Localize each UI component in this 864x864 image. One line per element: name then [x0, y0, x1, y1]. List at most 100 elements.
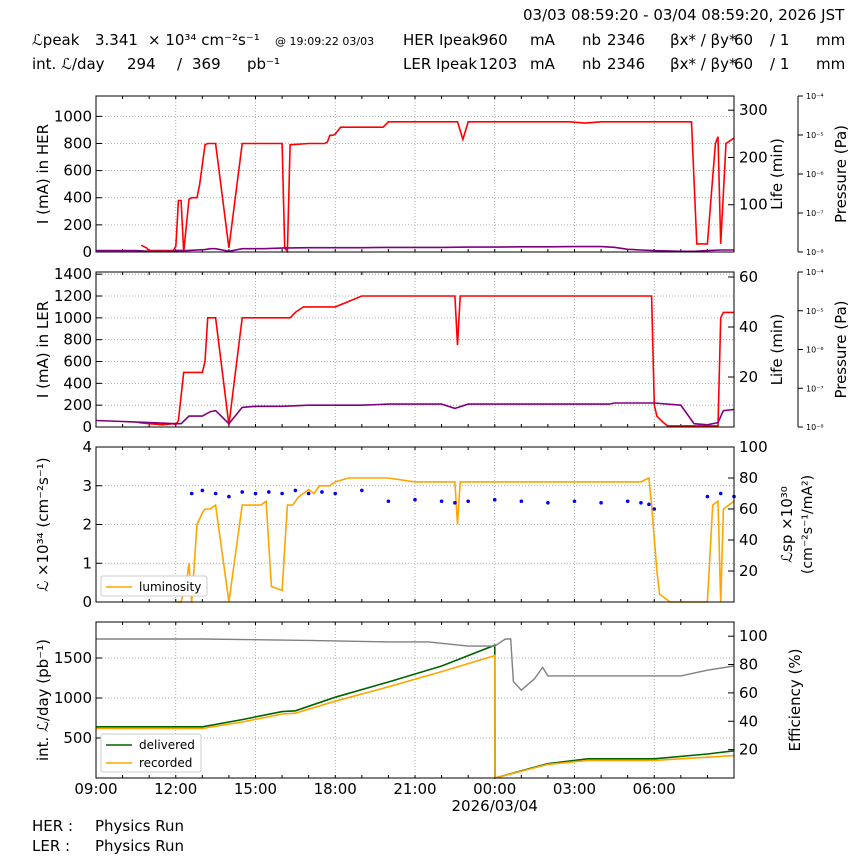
y-tick-label: 600	[63, 162, 92, 180]
y2-tick-label: 100	[739, 196, 768, 214]
lpeak-unit: × 10³⁴ cm⁻²s⁻¹	[148, 31, 260, 49]
plot-frame	[95, 446, 735, 603]
lsp-point	[639, 501, 643, 505]
int-lumi-unit: pb⁻¹	[247, 55, 280, 73]
y2-axis-label: Life (min)	[768, 314, 786, 386]
lsp-point	[386, 499, 391, 504]
lsp-point	[466, 499, 470, 504]
pressure-tick-label: 10⁻⁴	[806, 268, 824, 277]
y-tick-label: 0	[82, 243, 92, 261]
y-tick-label: 200	[63, 396, 92, 414]
y-tick-label: 1200	[54, 287, 92, 305]
pressure-axis-label: Pressure (Pa)	[832, 125, 850, 223]
y-axis-label: ℒ ×10³⁴ (cm⁻²s⁻¹)	[34, 457, 52, 591]
y-tick-label: 600	[63, 353, 92, 371]
pressure-tick-label: 10⁻⁵	[806, 307, 824, 316]
y2-tick-label: 60	[739, 500, 758, 518]
x-tick-label: 18:00	[314, 780, 357, 798]
ler-mm-unit: mm	[816, 55, 846, 73]
series-delivered	[96, 644, 735, 780]
lsp-point	[240, 490, 245, 494]
pressure-tick-label: 10⁻⁴	[806, 92, 824, 101]
lsp-point	[625, 499, 630, 504]
ler-status-label: LER :	[32, 837, 71, 855]
lsp-point	[227, 494, 231, 499]
series-efficiency	[96, 638, 735, 692]
y-tick-label: 1500	[54, 649, 92, 667]
y-tick-label: 2	[82, 516, 92, 534]
lsp-point	[453, 501, 457, 505]
int-lumi-recorded: 369	[192, 55, 221, 73]
ler-betax: 60	[734, 55, 754, 73]
series-pressure	[96, 245, 734, 253]
legend-label: delivered	[139, 738, 195, 752]
y-tick-label: 1	[82, 554, 92, 572]
y-tick-label: 1400	[54, 265, 92, 283]
y-tick-label: 3	[82, 477, 92, 495]
plot-frame	[95, 95, 735, 253]
ler-ipeak-value: 1203	[479, 55, 518, 73]
pressure-tick-label: 10⁻⁶	[806, 346, 824, 355]
x-tick-label: 21:00	[393, 780, 436, 798]
y-tick-label: 400	[63, 374, 92, 392]
panel-ler: 0 200 400 600 800 1000 1200 1400 20 40 60 I (mA) in…	[34, 265, 850, 436]
her-betay: / 1	[770, 31, 790, 49]
y-tick-label: 400	[63, 189, 92, 207]
lsp-point	[189, 491, 194, 496]
y-tick-label: 1000	[54, 689, 92, 707]
lsp-point	[266, 490, 271, 494]
y2-tick-label: 40	[739, 712, 758, 730]
panel-lumi: 0 1 2 3 4 20 40 60 80 100 ℒ ×10³⁴ (cm⁻²s⁻¹) ℒsp ×10…	[34, 438, 816, 611]
series-current	[140, 121, 735, 254]
y2-tick-label: 60	[739, 268, 758, 286]
lsp-point	[306, 491, 311, 496]
series-recorded	[96, 654, 735, 780]
pressure-tick-label: 10⁻⁵	[806, 131, 824, 140]
pressure-tick-label: 10⁻⁶	[806, 170, 824, 179]
pressure-tick-label: 10⁻⁷	[806, 209, 824, 218]
y-tick-label: 0	[82, 593, 92, 611]
x-axis-label: 2026/03/04	[452, 797, 538, 815]
lsp-point	[413, 497, 417, 502]
legend-label: recorded	[139, 756, 192, 770]
date-range: 03/03 08:59:20 - 03/04 08:59:20, 2026 JS…	[523, 6, 845, 24]
y2-tick-label: 300	[739, 101, 768, 119]
y-tick-label: 0	[82, 418, 92, 436]
her-nb-value: 2346	[607, 31, 646, 49]
y2-tick-label: 60	[739, 684, 758, 702]
ler-beta-label: βx* / βy*	[670, 55, 737, 73]
ler-ma-unit: mA	[530, 55, 555, 73]
panel-her: 0 200 400 600 800 1000 100 200 300 I (mA) in HER L…	[34, 92, 850, 261]
y-tick-label: 800	[63, 331, 92, 349]
pressure-axis-label: Pressure (Pa)	[832, 300, 850, 398]
y-tick-label: 800	[63, 134, 92, 152]
lsp-point	[200, 488, 205, 493]
int-lumi-slash: /	[177, 55, 183, 73]
lsp-point	[293, 488, 298, 493]
y2-axis-label: Efficiency (%)	[786, 649, 804, 752]
lsp-point	[652, 507, 657, 511]
legend-label: luminosity	[139, 580, 201, 594]
y2-tick-label: 200	[739, 148, 768, 166]
her-status-value: Physics Run	[95, 817, 185, 835]
y-axis-label: I (mA) in LER	[34, 301, 52, 398]
her-ma-unit: mA	[530, 31, 555, 49]
y2-tick-label: 100	[739, 438, 768, 456]
her-status-label: HER :	[32, 817, 74, 835]
lsp-point	[546, 501, 550, 505]
y2-tick-label: 40	[739, 318, 758, 336]
plot-frame	[95, 621, 735, 779]
lsp-point	[519, 499, 524, 504]
series-pressure	[95, 402, 735, 426]
legend-box	[100, 575, 208, 597]
y2-tick-label: 80	[739, 656, 758, 674]
lsp-point	[320, 490, 324, 494]
y2-axis-label: Life (min)	[768, 138, 786, 210]
y-axis-label: I (mA) in HER	[34, 124, 52, 224]
lsp-point	[439, 499, 444, 504]
int-lumi-delivered: 294	[127, 55, 156, 73]
lpeak-time: @ 19:09:22 03/03	[275, 35, 375, 48]
y2-tick-label: 20	[739, 562, 758, 580]
lsp-point	[492, 497, 497, 502]
